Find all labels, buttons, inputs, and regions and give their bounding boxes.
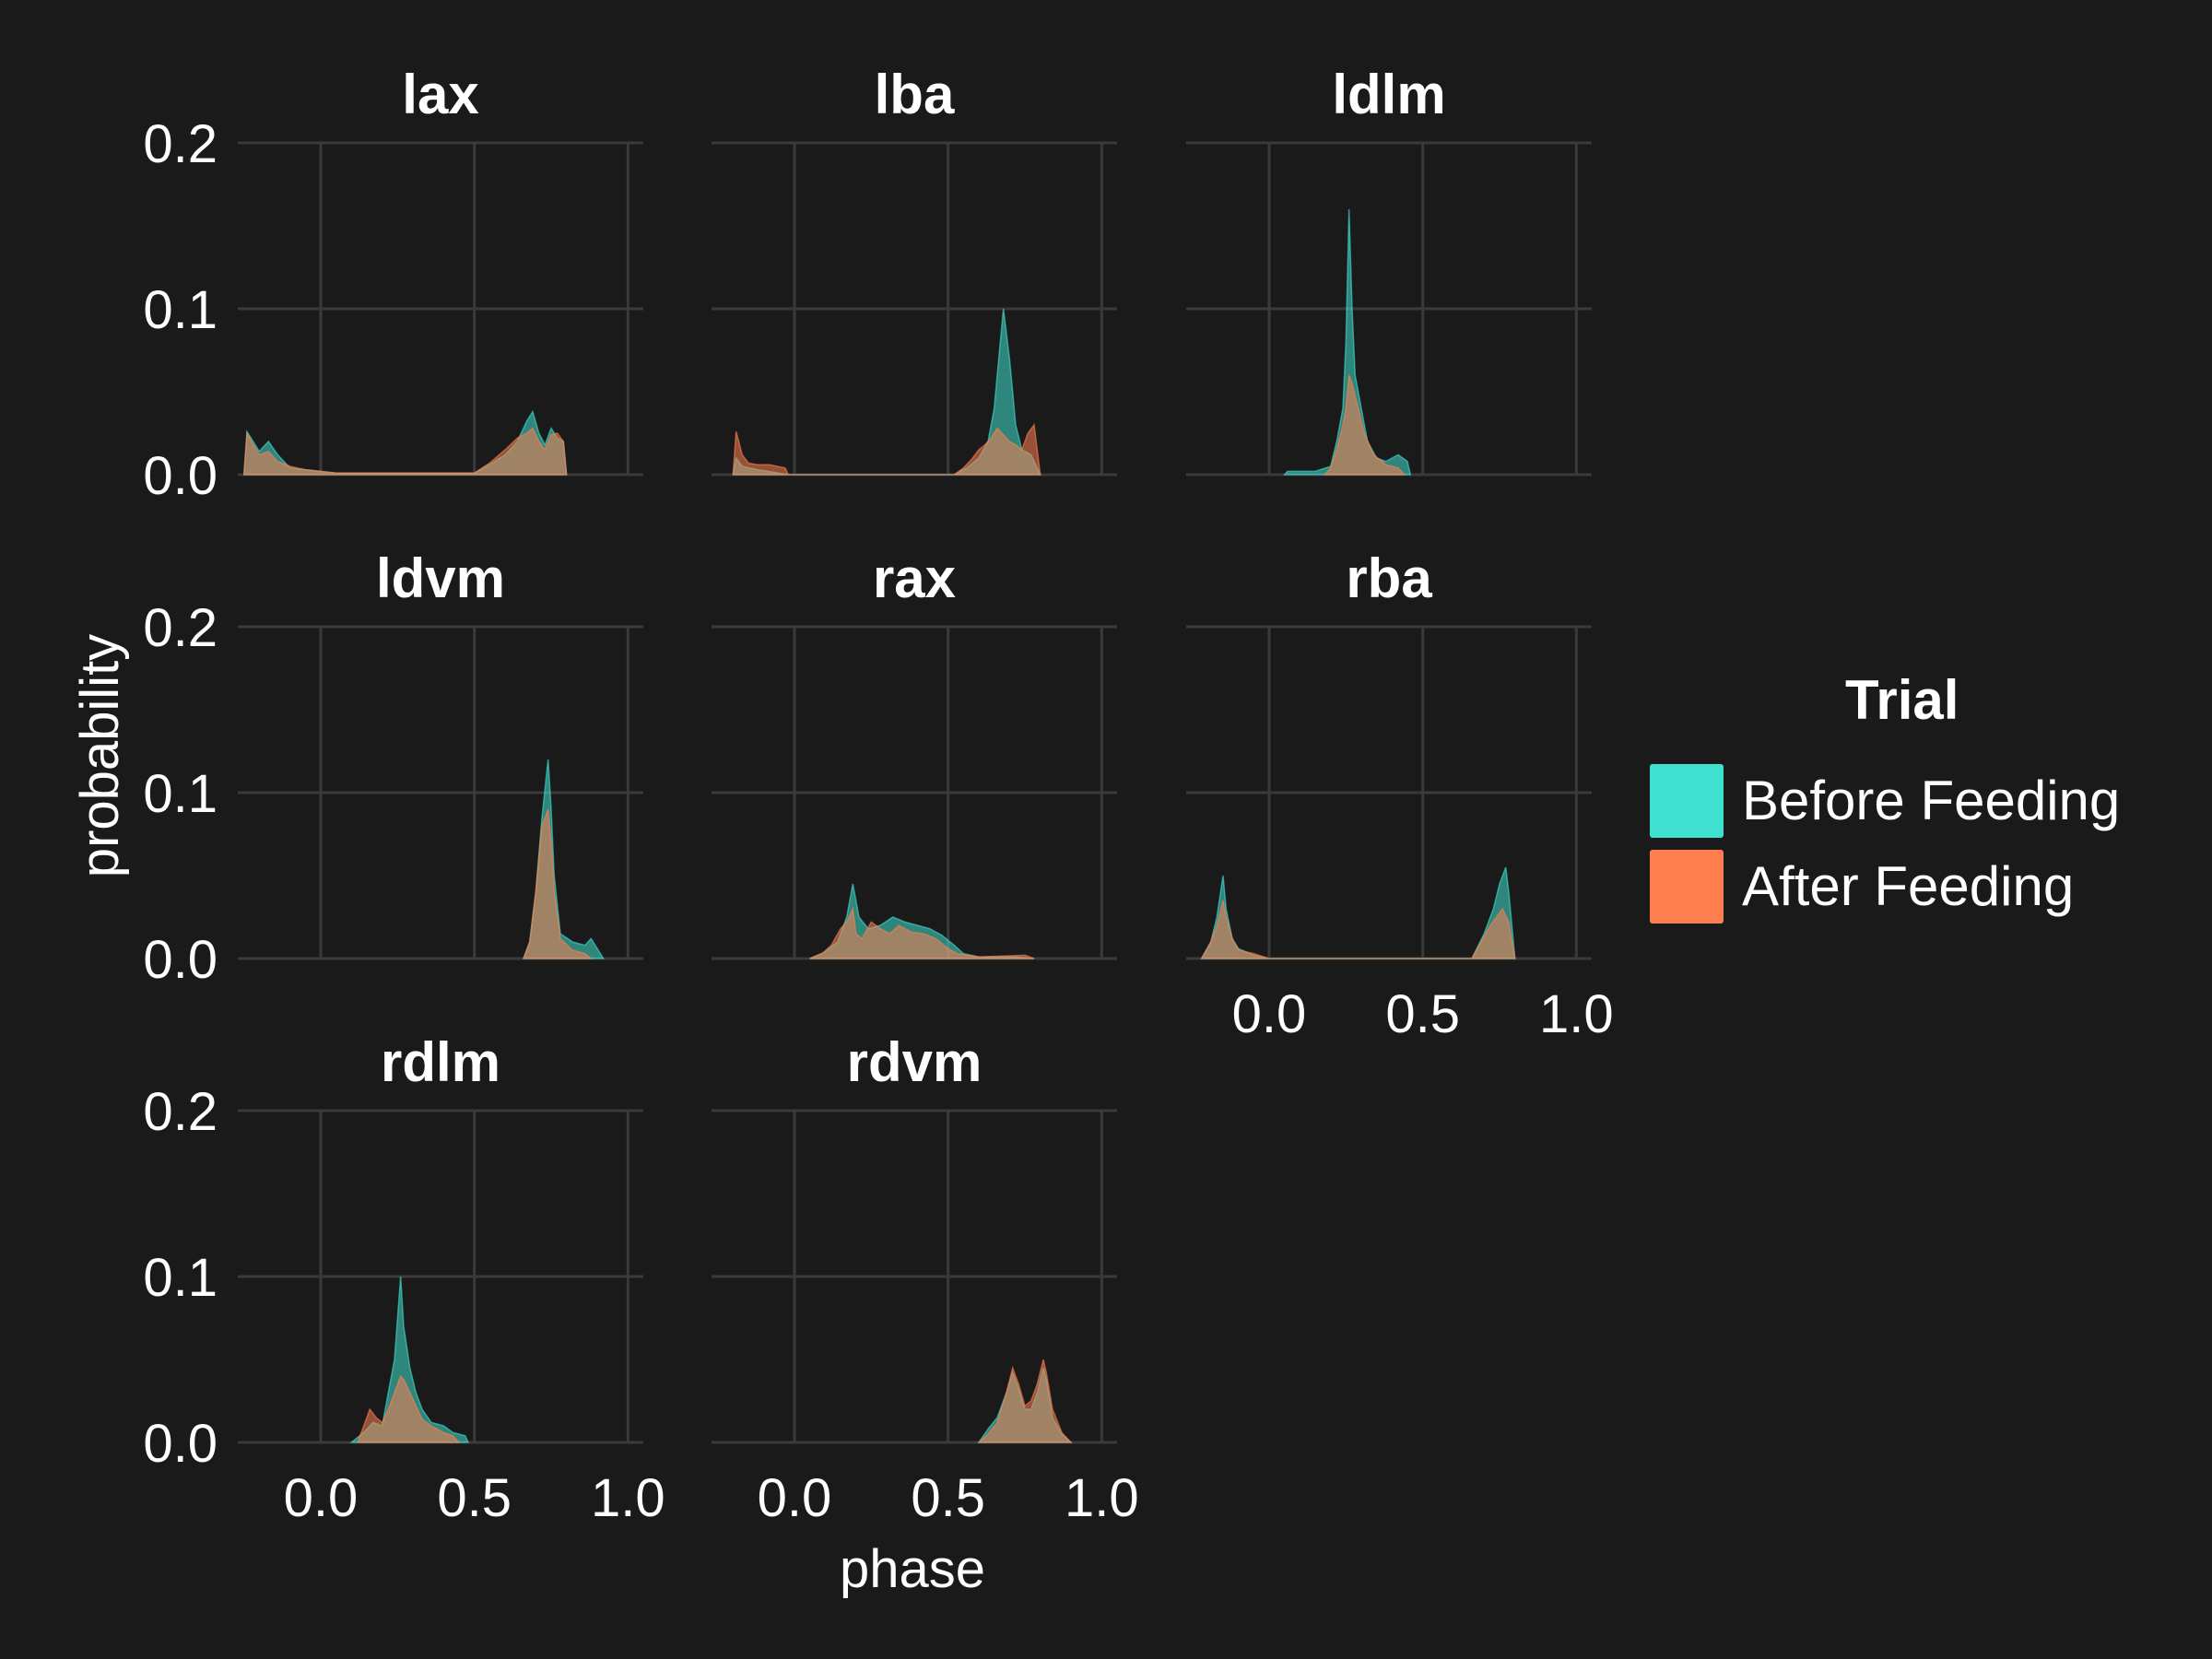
legend: Trial Before Feeding After Feeding: [1650, 668, 2120, 929]
histogram-area-lax-after-feeding: [242, 427, 568, 476]
panel-title-rax: rax: [873, 547, 956, 609]
x-tick-label: 1.0: [1065, 1468, 1139, 1528]
legend-label-before: Before Feeding: [1742, 770, 2121, 831]
panel-title-ldlm: ldlm: [1332, 64, 1445, 125]
x-axis-label: phase: [840, 1539, 985, 1599]
histogram-area-rdlm-after-feeding: [356, 1374, 461, 1443]
legend-swatch-before: [1650, 763, 1724, 838]
panel-title-ldvm: ldvm: [376, 547, 505, 609]
histogram-area-rba-before-feeding: [1200, 866, 1516, 959]
legend-swatch-after: [1650, 849, 1724, 924]
y-tick-label: 0.1: [143, 280, 218, 340]
x-tick-label: 0.0: [758, 1468, 832, 1528]
y-tick-label: 0.0: [143, 1414, 218, 1474]
panel-title-lax: lax: [402, 64, 478, 125]
x-tick-label: 0.0: [1232, 984, 1307, 1044]
facet-panel-rba: rba 0.0 0.5 1.0: [1186, 547, 1614, 1044]
x-tick-label: 0.5: [437, 1468, 512, 1528]
histogram-area-rdvm-after-feeding: [977, 1359, 1073, 1443]
y-tick-label: 0.1: [143, 764, 218, 824]
histogram-area-ldvm-after-feeding: [522, 808, 594, 959]
panel-title-rdvm: rdvm: [847, 1031, 982, 1093]
panel-title-rba: rba: [1346, 547, 1432, 609]
legend-title: Trial: [1845, 669, 1959, 731]
legend-item-before-feeding: Before Feeding: [1650, 758, 2120, 843]
y-tick-label: 0.0: [143, 930, 218, 990]
legend-label-after: After Feeding: [1742, 855, 2075, 917]
facet-panel-rdlm: rdlm 0.0 0.1 0.2 0.0 0.5 1.0: [143, 1031, 665, 1528]
y-tick-label: 0.2: [143, 598, 218, 658]
histogram-area-ldlm-after-feeding: [1323, 374, 1406, 476]
facet-panel-lax: lax 0.0 0.1 0.2: [143, 64, 643, 506]
x-tick-label: 0.5: [1385, 984, 1460, 1044]
histogram-area-rax-after-feeding: [809, 906, 1035, 959]
facet-panel-rax: rax: [712, 547, 1117, 960]
facet-panels: lax 0.0 0.1 0.2 lba ldlm ldvm 0.0 0.1 0.2 rax rba 0.…: [143, 64, 1613, 1528]
y-tick-label: 0.0: [143, 446, 218, 506]
facet-panel-ldvm: ldvm 0.0 0.1 0.2: [143, 547, 643, 990]
x-tick-label: 0.5: [911, 1468, 985, 1528]
histogram-area-lba-after-feeding: [732, 423, 1041, 476]
x-tick-label: 1.0: [591, 1468, 665, 1528]
facet-panel-lba: lba: [712, 64, 1117, 477]
facet-panel-ldlm: ldlm: [1186, 64, 1592, 477]
histogram-area-ldlm-before-feeding: [1282, 208, 1412, 476]
x-tick-label: 0.0: [284, 1468, 359, 1528]
x-tick-label: 1.0: [1539, 984, 1614, 1044]
panel-title-rdlm: rdlm: [381, 1031, 500, 1093]
legend-item-after-feeding: After Feeding: [1650, 843, 2120, 929]
histogram-area-rba-after-feeding: [1200, 900, 1516, 959]
y-axis-label: probability: [70, 634, 130, 877]
y-tick-label: 0.2: [143, 114, 218, 174]
facet-panel-rdvm: rdvm 0.0 0.5 1.0: [712, 1031, 1139, 1528]
panel-title-lba: lba: [875, 64, 955, 125]
y-tick-label: 0.2: [143, 1082, 218, 1142]
y-tick-label: 0.1: [143, 1248, 218, 1308]
